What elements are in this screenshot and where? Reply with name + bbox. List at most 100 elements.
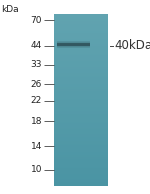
Bar <box>54 128 108 129</box>
Bar <box>54 46 108 47</box>
Bar <box>54 67 108 68</box>
Bar <box>54 178 108 179</box>
Bar <box>54 123 108 124</box>
Bar <box>54 63 108 64</box>
Bar <box>54 122 108 123</box>
Bar <box>54 108 108 109</box>
Bar <box>54 180 108 181</box>
Bar <box>54 14 108 15</box>
Bar <box>54 156 108 157</box>
Bar <box>54 129 108 130</box>
Bar <box>54 163 108 164</box>
Bar <box>54 24 108 25</box>
Text: 18: 18 <box>30 117 42 126</box>
Bar <box>54 44 108 45</box>
Bar <box>54 118 108 119</box>
Bar <box>54 114 108 115</box>
Bar <box>54 101 108 102</box>
Bar <box>54 55 108 56</box>
Bar <box>54 132 108 133</box>
Bar <box>54 75 108 76</box>
Text: 22: 22 <box>31 96 42 105</box>
Bar <box>54 137 108 138</box>
Bar <box>54 144 108 145</box>
Bar <box>54 164 108 165</box>
Bar <box>54 95 108 96</box>
Bar <box>54 176 108 177</box>
Bar <box>54 157 108 158</box>
Bar <box>54 59 108 60</box>
Bar <box>54 49 108 50</box>
Bar <box>54 93 108 94</box>
Bar <box>54 111 108 112</box>
Text: 33: 33 <box>30 61 42 69</box>
Bar <box>54 153 108 154</box>
Bar <box>54 74 108 75</box>
Bar <box>54 154 108 155</box>
Bar <box>54 147 108 148</box>
Bar <box>54 173 108 174</box>
Bar <box>54 106 108 107</box>
Bar <box>54 68 108 69</box>
Bar <box>54 57 108 58</box>
Bar <box>54 185 108 186</box>
Bar <box>54 177 108 178</box>
Bar <box>54 161 108 162</box>
Bar <box>54 20 108 21</box>
Bar <box>54 32 108 33</box>
Bar <box>54 23 108 24</box>
Bar <box>54 139 108 140</box>
Bar <box>54 21 108 22</box>
Bar <box>54 126 108 127</box>
Bar <box>54 27 108 28</box>
Bar <box>54 172 108 173</box>
Bar <box>54 90 108 91</box>
Text: 10: 10 <box>30 165 42 174</box>
Bar <box>54 149 108 150</box>
Bar <box>54 45 108 46</box>
Bar <box>54 76 108 77</box>
Bar <box>54 181 108 182</box>
Bar <box>54 151 108 152</box>
Bar <box>54 52 108 53</box>
Bar <box>54 78 108 79</box>
Bar <box>54 135 108 136</box>
Bar <box>54 85 108 86</box>
Bar <box>54 71 108 72</box>
Bar <box>54 109 108 110</box>
Bar <box>54 175 108 176</box>
Text: 70: 70 <box>30 16 42 25</box>
Bar <box>54 39 108 40</box>
Bar <box>54 73 108 74</box>
Bar <box>54 60 108 61</box>
Bar <box>54 72 108 73</box>
Bar <box>54 182 108 183</box>
Bar <box>54 87 108 88</box>
Bar <box>54 22 108 23</box>
Bar <box>54 102 108 103</box>
Bar <box>54 152 108 153</box>
Bar <box>54 174 108 175</box>
Bar <box>54 159 108 160</box>
Bar <box>54 77 108 78</box>
Bar <box>54 88 108 89</box>
Bar <box>54 54 108 55</box>
Bar <box>54 62 108 63</box>
Bar <box>54 34 108 35</box>
Bar <box>54 40 108 41</box>
Bar <box>54 86 108 87</box>
Bar <box>54 16 108 17</box>
Bar <box>54 83 108 84</box>
Bar <box>54 91 108 92</box>
Bar <box>54 47 108 48</box>
Text: kDa: kDa <box>2 5 19 14</box>
Bar <box>54 100 108 101</box>
Bar <box>54 30 108 31</box>
Bar <box>54 183 108 184</box>
Bar <box>54 148 108 149</box>
Text: 14: 14 <box>31 142 42 151</box>
Bar <box>54 113 108 114</box>
Bar <box>54 36 108 37</box>
Bar <box>54 94 108 95</box>
Bar <box>54 39 108 40</box>
